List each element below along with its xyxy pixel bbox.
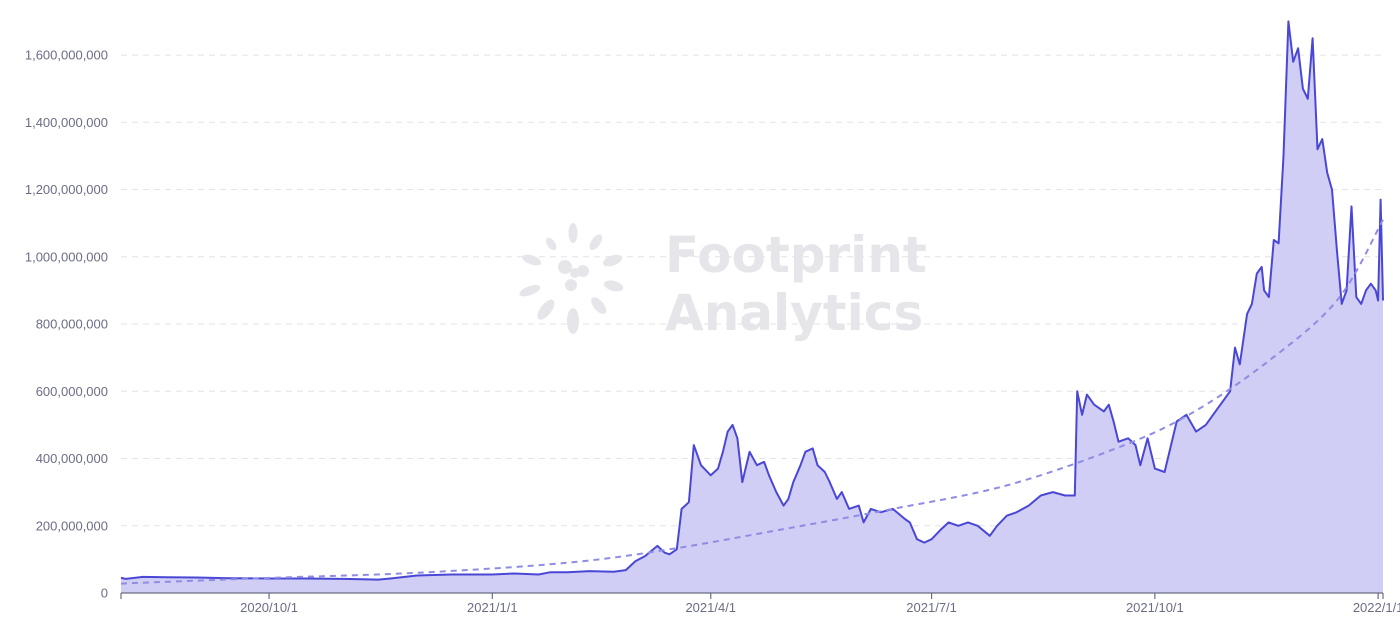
x-tick-label: 2021/4/1	[685, 600, 736, 615]
x-axis-ticks: 2020/10/1 2021/1/1 2021/4/1 2021/7/1 2021/10…	[240, 600, 1400, 615]
series-line	[120, 20, 1384, 581]
watermark-line-1: Footprint	[665, 226, 927, 284]
trend-series	[120, 219, 1384, 585]
footprint-analytics-watermark: Footprint Analytics	[519, 223, 927, 342]
y-axis-ticks: 0 200,000,000 400,000,000 600,000,000 800,00…	[25, 48, 108, 601]
logo-petal	[602, 254, 623, 267]
y-tick-label: 1,600,000,000	[25, 48, 108, 63]
logo-dot	[570, 268, 580, 278]
x-tick-label: 2021/7/1	[906, 600, 957, 615]
logo-petal	[603, 280, 624, 292]
y-tick-label: 1,200,000,000	[25, 182, 108, 197]
footprint-logo-icon	[519, 223, 624, 334]
trend-line	[120, 219, 1384, 585]
logo-dot	[577, 265, 589, 277]
y-tick-label: 800,000,000	[36, 317, 108, 332]
logo-dot	[558, 260, 572, 274]
logo-petal	[591, 297, 607, 314]
logo-petal	[519, 285, 541, 297]
y-tick-label: 0	[101, 586, 108, 601]
x-tick-label: 2022/1/1	[1353, 600, 1400, 615]
x-tick-label: 2021/10/1	[1126, 600, 1184, 615]
logo-petal	[537, 299, 555, 320]
logo-petal	[589, 234, 603, 251]
y-tick-label: 200,000,000	[36, 518, 108, 533]
watermark-line-2: Analytics	[665, 284, 923, 342]
x-tick-label: 2021/1/1	[467, 600, 518, 615]
logo-petal	[567, 308, 579, 334]
y-tick-label: 1,400,000,000	[25, 115, 108, 130]
logo-dot	[565, 279, 577, 291]
y-tick-label: 600,000,000	[36, 384, 108, 399]
logo-petal	[568, 223, 578, 243]
x-tick-label: 2020/10/1	[240, 600, 298, 615]
logo-petal	[546, 237, 557, 251]
area-series	[120, 20, 1384, 593]
area-fill	[121, 21, 1383, 593]
y-tick-label: 1,000,000,000	[25, 249, 108, 264]
logo-petal	[522, 254, 542, 266]
axes	[120, 592, 1384, 599]
y-tick-label: 400,000,000	[36, 451, 108, 466]
